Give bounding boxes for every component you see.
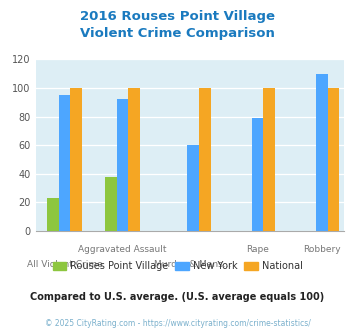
Bar — [70, 88, 82, 231]
Text: Compared to U.S. average. (U.S. average equals 100): Compared to U.S. average. (U.S. average … — [31, 292, 324, 302]
Bar — [116, 99, 128, 231]
Bar — [105, 177, 116, 231]
Text: All Violent Crime: All Violent Crime — [27, 260, 102, 269]
Bar — [128, 88, 140, 231]
Text: Robbery: Robbery — [303, 245, 341, 254]
Bar — [328, 88, 339, 231]
Bar — [316, 74, 328, 231]
Bar — [263, 88, 275, 231]
Legend: Rouses Point Village, New York, National: Rouses Point Village, New York, National — [49, 257, 306, 275]
Bar — [199, 88, 211, 231]
Bar — [59, 95, 70, 231]
Text: © 2025 CityRating.com - https://www.cityrating.com/crime-statistics/: © 2025 CityRating.com - https://www.city… — [45, 319, 310, 328]
Text: Rape: Rape — [246, 245, 269, 254]
Bar — [47, 198, 59, 231]
Text: 2016 Rouses Point Village
Violent Crime Comparison: 2016 Rouses Point Village Violent Crime … — [80, 10, 275, 40]
Text: Murder & Mans...: Murder & Mans... — [154, 260, 232, 269]
Bar — [252, 118, 263, 231]
Bar — [187, 145, 199, 231]
Text: Aggravated Assault: Aggravated Assault — [78, 245, 166, 254]
